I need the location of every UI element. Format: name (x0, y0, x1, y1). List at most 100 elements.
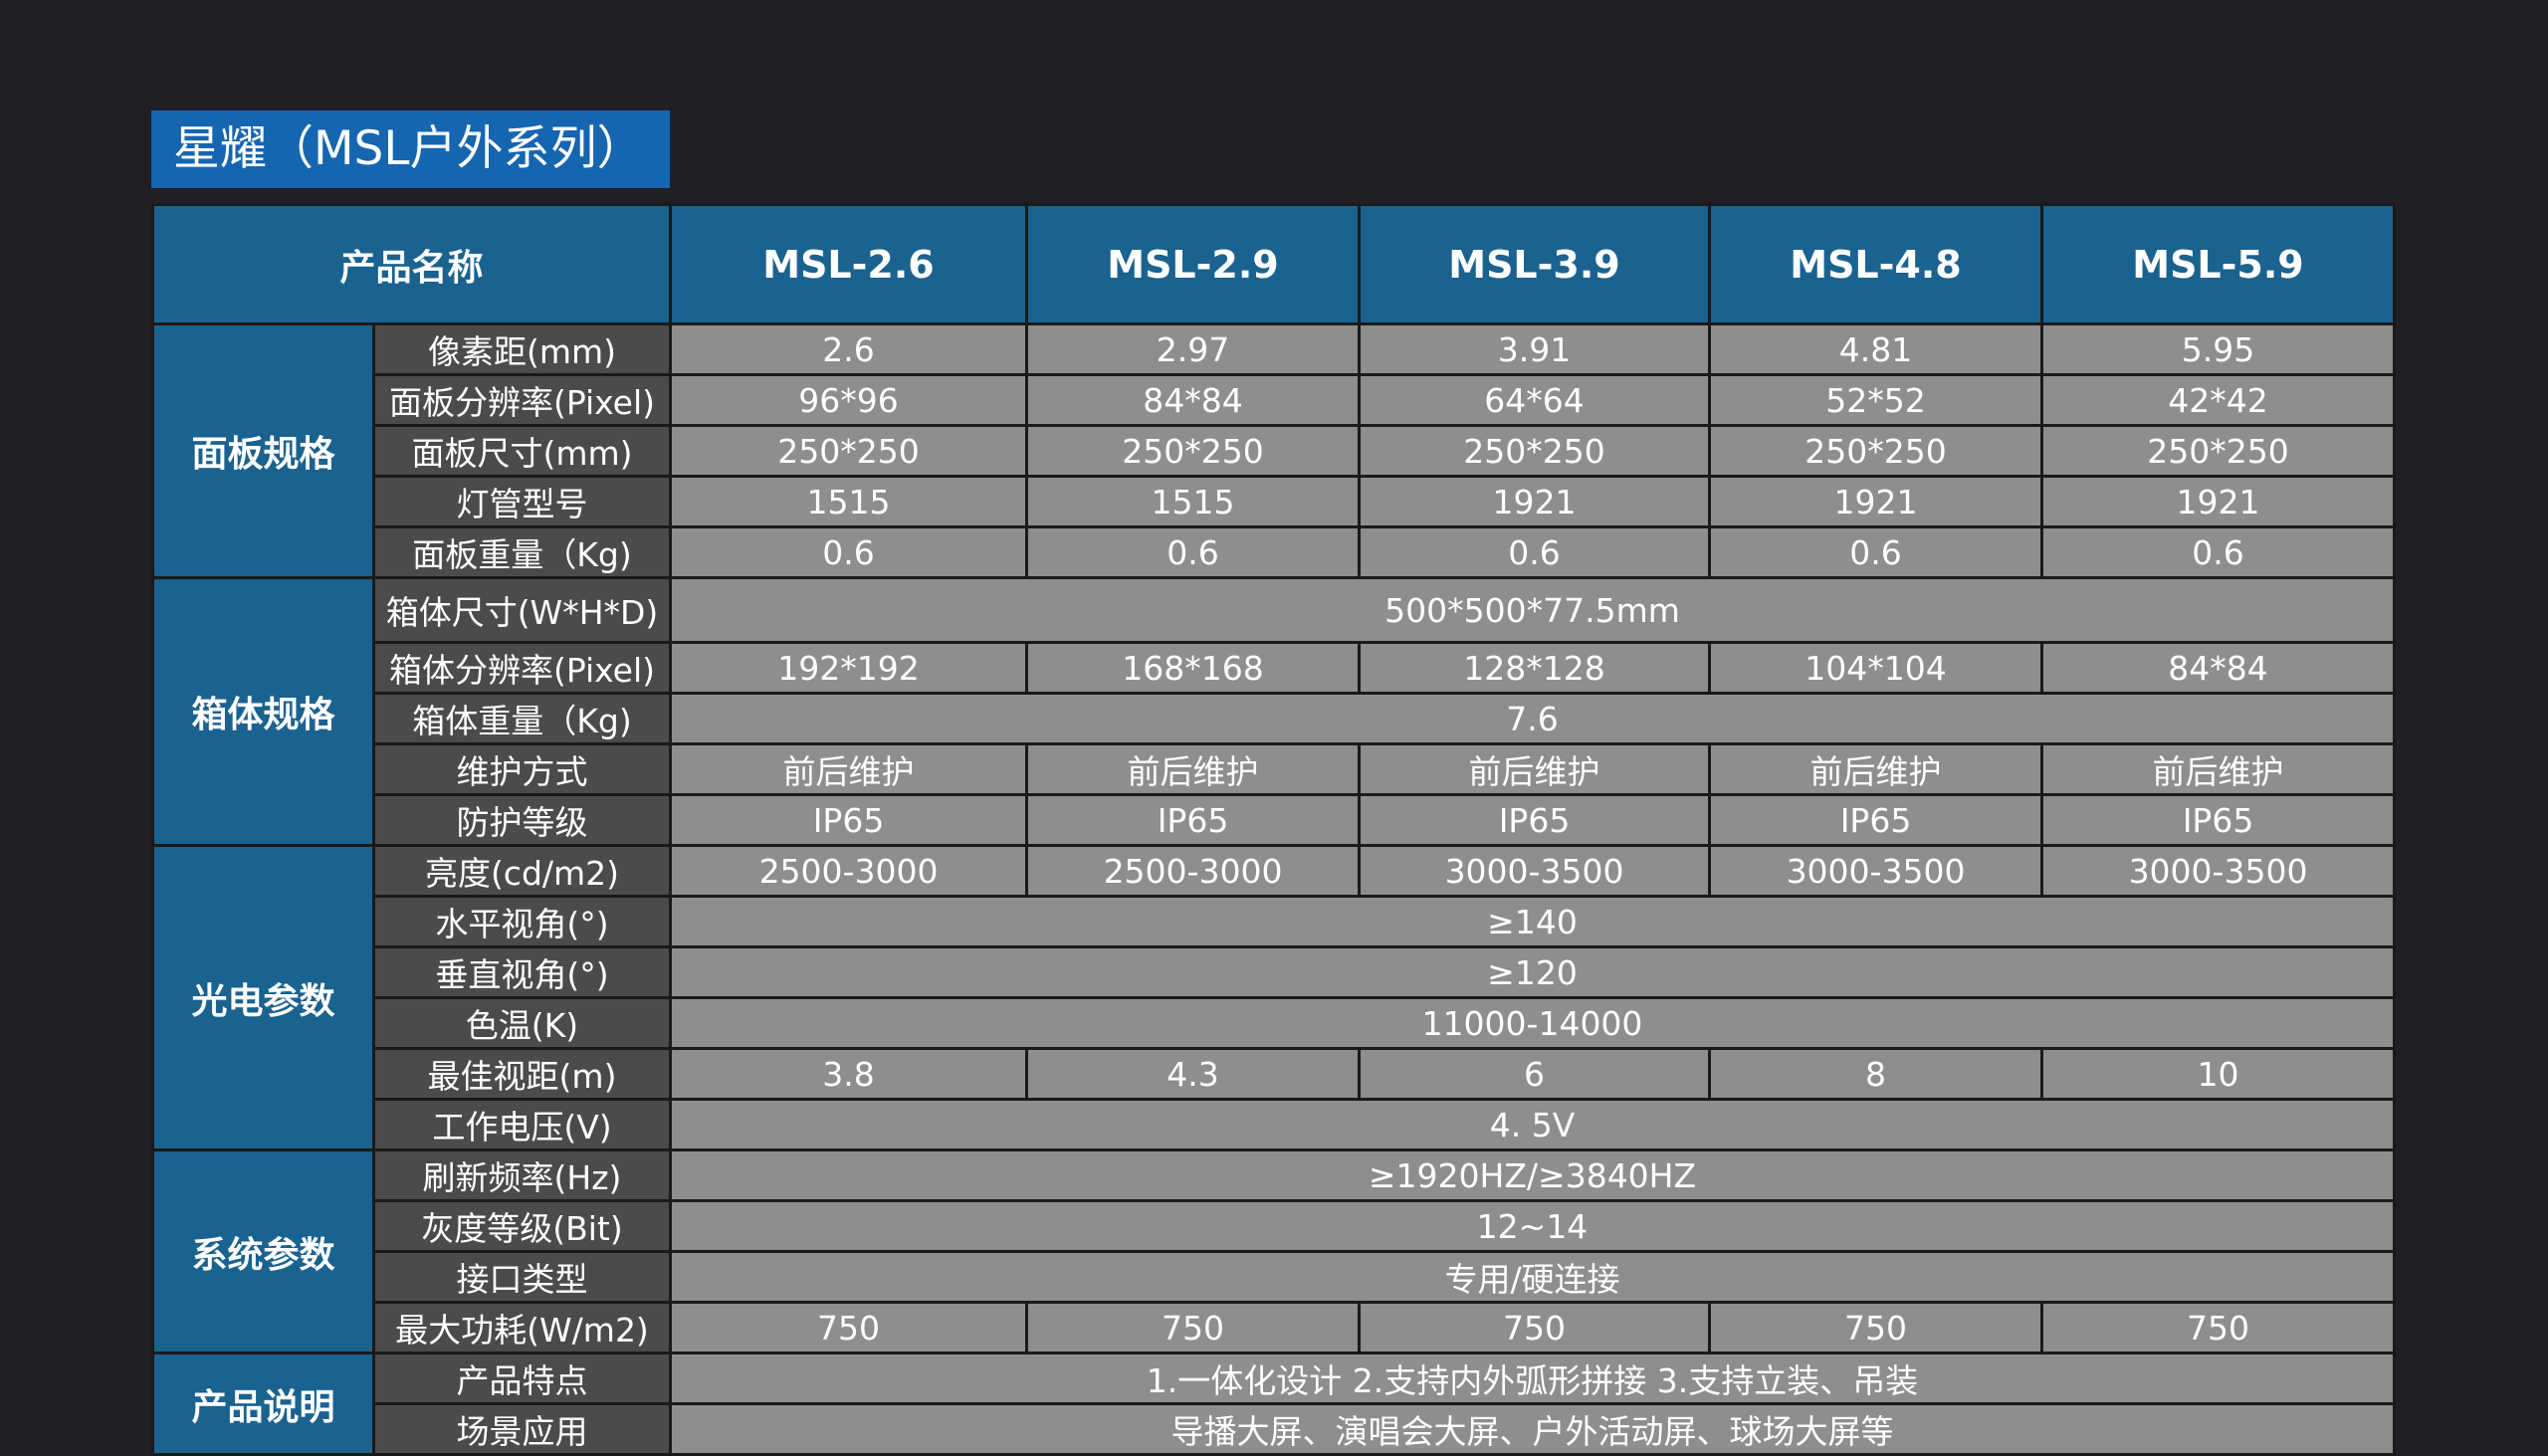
merged-value-cell: 导播大屏、演唱会大屏、户外活动屏、球场大屏等 (669, 1402, 2396, 1456)
table-row: 光电参数 亮度(cd/m2) 2500-3000 2500-3000 3000-3500… (151, 844, 2396, 1151)
group-label-panel: 面板规格 (151, 322, 375, 579)
merged-value-cell: 12~14 (669, 1199, 2396, 1253)
table-row: 垂直视角(°) ≥120 (153, 945, 2396, 999)
table-row: 灰度等级(Bit) 12~14 (153, 1199, 2396, 1253)
value-cell: 0.6 (1708, 525, 2043, 579)
row-label: 场景应用 (372, 1402, 672, 1456)
value-cell: IP65 (1708, 793, 2043, 847)
row-label: 防护等级 (372, 793, 672, 847)
value-cell: IP65 (1358, 793, 1711, 847)
row-label: 水平视角(°) (372, 895, 672, 948)
row-label: 工作电压(V) (372, 1098, 672, 1151)
table-row: 面板分辨率(Pixel) 96*96 84*84 64*64 52*52 42*42 (153, 373, 2396, 427)
value-cell: 96*96 (669, 373, 1028, 427)
table-row: 面板重量（Kg) 0.6 0.6 0.6 0.6 0.6 (153, 525, 2396, 579)
value-cell: 168*168 (1025, 641, 1361, 695)
value-cell: 250*250 (669, 424, 1028, 478)
value-cell: 250*250 (1025, 424, 1361, 478)
value-cell: 5.95 (2040, 322, 2396, 376)
value-cell: 128*128 (1358, 641, 1711, 695)
table-header-row: 产品名称 MSL-2.6 MSL-2.9 MSL-3.9 MSL-4.8 MSL-5.9 (151, 203, 2396, 325)
row-label: 灰度等级(Bit) (372, 1199, 672, 1253)
header-model-5: MSL-5.9 (2040, 203, 2396, 325)
merged-value-cell: 11000-14000 (669, 996, 2396, 1050)
value-cell: 2.6 (669, 322, 1028, 376)
table-row: 最佳视距(m) 3.8 4.3 6 8 10 (153, 1047, 2396, 1101)
table-row: 箱体分辨率(Pixel) 192*192 168*168 128*128 104*104… (153, 641, 2396, 695)
value-cell: 2500-3000 (1025, 844, 1361, 898)
row-label: 产品特点 (372, 1352, 672, 1405)
header-model-2: MSL-2.9 (1025, 203, 1361, 325)
value-cell: 750 (1708, 1301, 2043, 1354)
value-cell: 104*104 (1708, 641, 2043, 695)
row-label: 面板尺寸(mm) (372, 424, 672, 478)
value-cell: 1515 (1025, 475, 1361, 528)
group-label-cabinet: 箱体规格 (151, 576, 375, 847)
merged-value-cell: ≥120 (669, 945, 2396, 999)
table-row: 灯管型号 1515 1515 1921 1921 1921 (153, 475, 2396, 528)
table-row: 维护方式 前后维护 前后维护 前后维护 前后维护 前后维护 (153, 742, 2396, 796)
value-cell: 52*52 (1708, 373, 2043, 427)
value-cell: 250*250 (1708, 424, 2043, 478)
value-cell: 750 (1358, 1301, 1711, 1354)
row-label: 维护方式 (372, 742, 672, 796)
value-cell: 750 (2040, 1301, 2396, 1354)
value-cell: 750 (1025, 1301, 1361, 1354)
value-cell: IP65 (2040, 793, 2396, 847)
row-label: 箱体尺寸(W*H*D) (372, 576, 672, 644)
header-model-4: MSL-4.8 (1708, 203, 2043, 325)
table-row: 水平视角(°) ≥140 (153, 895, 2396, 948)
value-cell: 42*42 (2040, 373, 2396, 427)
value-cell: 4.81 (1708, 322, 2043, 376)
merged-value-cell: ≥140 (669, 895, 2396, 948)
table-row: 防护等级 IP65 IP65 IP65 IP65 IP65 (153, 793, 2396, 847)
row-label: 亮度(cd/m2) (372, 844, 672, 898)
value-cell: 750 (669, 1301, 1028, 1354)
value-cell: 3000-3500 (1358, 844, 1711, 898)
table-row: 接口类型 专用/硬连接 (153, 1250, 2396, 1304)
table-row: 场景应用 导播大屏、演唱会大屏、户外活动屏、球场大屏等 (153, 1402, 2396, 1456)
table-row: 箱体重量（Kg) 7.6 (153, 692, 2396, 745)
row-label: 刷新频率(Hz) (372, 1148, 672, 1202)
header-model-1: MSL-2.6 (669, 203, 1028, 325)
row-label: 箱体分辨率(Pixel) (372, 641, 672, 695)
value-cell: 0.6 (1358, 525, 1711, 579)
value-cell: 前后维护 (1358, 742, 1711, 796)
value-cell: 84*84 (1025, 373, 1361, 427)
table-row: 工作电压(V) 4. 5V (153, 1098, 2396, 1151)
value-cell: 64*64 (1358, 373, 1711, 427)
merged-value-cell: 1.一体化设计 2.支持内外弧形拼接 3.支持立装、吊装 (669, 1352, 2396, 1405)
value-cell: 250*250 (1358, 424, 1711, 478)
value-cell: 1515 (669, 475, 1028, 528)
value-cell: IP65 (669, 793, 1028, 847)
group-label-product: 产品说明 (151, 1352, 375, 1456)
row-label: 面板分辨率(Pixel) (372, 373, 672, 427)
spec-table: 产品名称 MSL-2.6 MSL-2.9 MSL-3.9 MSL-4.8 MSL-5.9 面… (151, 203, 2396, 1456)
value-cell: 0.6 (669, 525, 1028, 579)
value-cell: 前后维护 (669, 742, 1028, 796)
table-row: 面板尺寸(mm) 250*250 250*250 250*250 250*250 250*… (153, 424, 2396, 478)
value-cell: 4.3 (1025, 1047, 1361, 1101)
table-row: 产品说明 产品特点 1.一体化设计 2.支持内外弧形拼接 3.支持立装、吊装 (151, 1352, 2396, 1456)
value-cell: 0.6 (1025, 525, 1361, 579)
header-model-3: MSL-3.9 (1358, 203, 1711, 325)
value-cell: IP65 (1025, 793, 1361, 847)
header-product-name: 产品名称 (151, 203, 672, 325)
group-label-optical: 光电参数 (151, 844, 375, 1151)
row-label: 接口类型 (372, 1250, 672, 1304)
value-cell: 6 (1358, 1047, 1711, 1101)
page-title: 星耀（MSL户外系列） (151, 110, 670, 188)
value-cell: 前后维护 (2040, 742, 2396, 796)
value-cell: 3.8 (669, 1047, 1028, 1101)
merged-value-cell: 500*500*77.5mm (669, 576, 2396, 644)
table-row: 面板规格 像素距(mm) 2.6 2.97 3.91 4.81 5.95 (151, 322, 2396, 579)
value-cell: 192*192 (669, 641, 1028, 695)
value-cell: 10 (2040, 1047, 2396, 1101)
table-row: 箱体规格 箱体尺寸(W*H*D) 500*500*77.5mm (151, 576, 2396, 847)
row-label: 像素距(mm) (372, 322, 672, 376)
value-cell: 前后维护 (1708, 742, 2043, 796)
merged-value-cell: 专用/硬连接 (669, 1250, 2396, 1304)
row-label: 垂直视角(°) (372, 945, 672, 999)
merged-value-cell: 7.6 (669, 692, 2396, 745)
table-row: 最大功耗(W/m2) 750 750 750 750 750 (153, 1301, 2396, 1354)
